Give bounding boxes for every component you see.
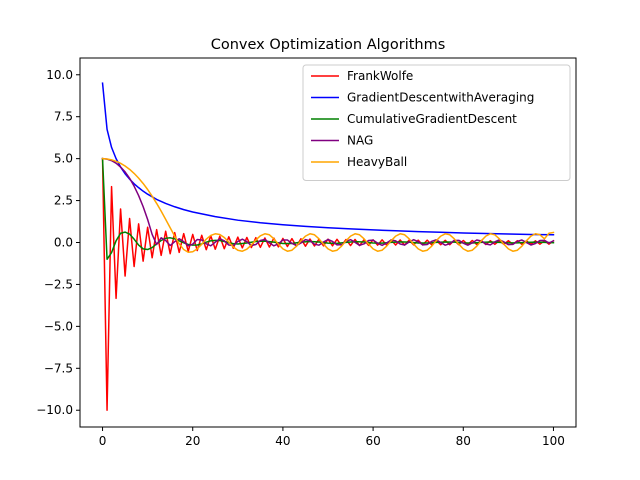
y-tick-label: −5.0 <box>44 319 73 333</box>
x-axis: 0 20 40 60 80 100 <box>99 427 565 448</box>
legend-label: GradientDescentwithAveraging <box>347 91 534 105</box>
y-tick-label: 2.5 <box>54 194 73 208</box>
series-line-heavyball <box>101 157 555 253</box>
y-tick-label: 7.5 <box>54 110 73 124</box>
y-tick-label: −10.0 <box>36 403 73 417</box>
y-tick-label: 5.0 <box>54 152 73 166</box>
x-tick-label: 40 <box>275 434 290 448</box>
y-tick-label: 0.0 <box>54 236 73 250</box>
legend-label: FrankWolfe <box>347 69 413 83</box>
legend-label: CumulativeGradientDescent <box>347 112 517 126</box>
chart-title: Convex Optimization Algorithms <box>211 37 446 53</box>
series-group <box>101 82 555 411</box>
y-tick-label: −2.5 <box>44 277 73 291</box>
legend-label: HeavyBall <box>347 155 407 169</box>
x-tick-label: 100 <box>542 434 565 448</box>
series-line-gradientdescentwithaveraging <box>101 82 555 236</box>
x-tick-label: 60 <box>365 434 380 448</box>
y-axis: 10.0 7.5 5.0 2.5 0.0 −2.5 −5.0 −7.5 −10.0 <box>36 68 80 417</box>
y-tick-label: −7.5 <box>44 361 73 375</box>
x-tick-label: 0 <box>99 434 107 448</box>
x-tick-label: 20 <box>185 434 200 448</box>
legend: FrankWolfe GradientDescentwithAveraging Cu… <box>302 64 571 181</box>
y-tick-label: 10.0 <box>46 68 73 82</box>
legend-label: NAG <box>347 134 373 148</box>
x-tick-label: 80 <box>456 434 471 448</box>
series-line-nag <box>101 157 555 247</box>
legend-box <box>302 64 571 181</box>
